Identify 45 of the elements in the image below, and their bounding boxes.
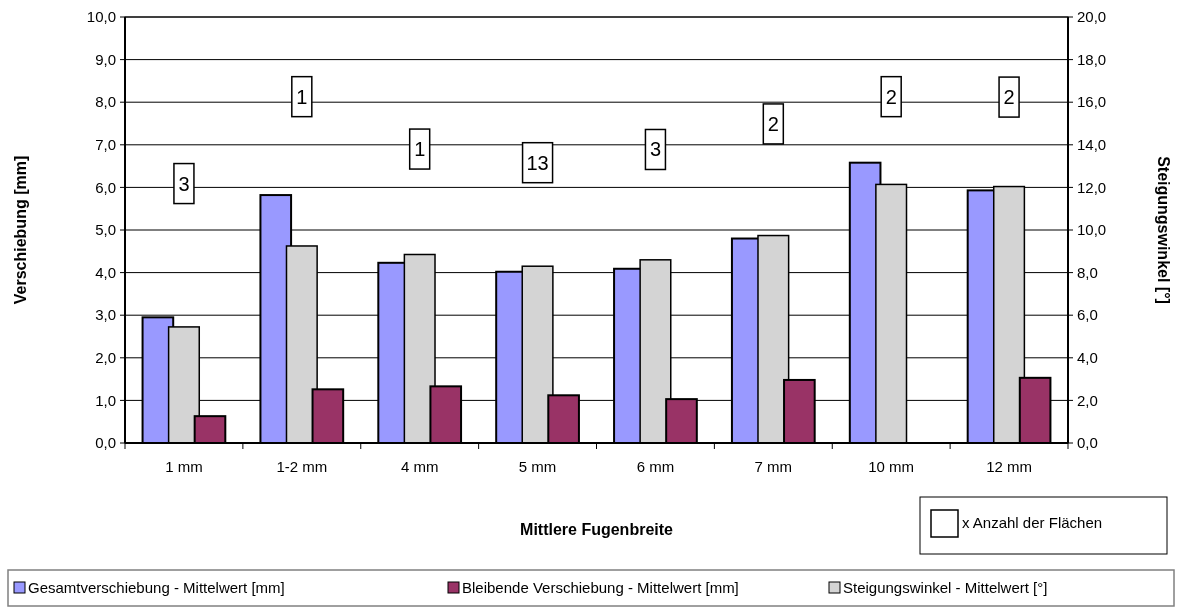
y2-tick-label: 2,0 <box>1077 391 1098 409</box>
y2-tick-label: 0,0 <box>1077 434 1098 452</box>
y-tick-label: 6,0 <box>95 178 116 196</box>
annotation: 3 <box>649 138 661 161</box>
x-axis-title: Mittlere Fugenbreite <box>520 521 674 538</box>
y-tick-label: 0,0 <box>95 434 116 452</box>
y2-tick-label: 20,0 <box>1077 8 1107 26</box>
y-tick-label: 3,0 <box>95 306 116 324</box>
y2-tick-label: 16,0 <box>1077 93 1107 111</box>
annotation: 2 <box>1003 86 1015 109</box>
y-tick-label: 10,0 <box>86 8 116 26</box>
x-tick-label: 5 mm <box>518 458 557 475</box>
annotation: 2 <box>885 85 897 108</box>
y2-tick-label: 6,0 <box>1077 306 1098 324</box>
y-tick-label: 9,0 <box>95 50 116 68</box>
y2-tick-label: 4,0 <box>1077 349 1098 367</box>
x-tick-label: 10 mm <box>868 458 915 475</box>
y2-tick-label: 12,0 <box>1077 178 1107 196</box>
text: x Anzahl der Flächen <box>962 514 1103 532</box>
legend-label: Gesamtverschiebung - Mittelwert [mm] <box>28 579 285 597</box>
y2-tick-label: 18,0 <box>1077 50 1107 68</box>
y-tick-label: 8,0 <box>95 93 116 111</box>
y-tick-label: 7,0 <box>95 136 116 154</box>
annotation: 2 <box>767 112 779 135</box>
x-tick-label: 6 mm <box>636 458 675 475</box>
y2-tick-label: 10,0 <box>1077 221 1107 239</box>
annotation: 1 <box>296 85 308 108</box>
legend-label: Steigungswinkel - Mittelwert [°] <box>843 579 1048 597</box>
y2-axis-title: Steigungswinkel [°] <box>1155 156 1172 304</box>
x-tick-label: 1-2 mm <box>276 458 328 475</box>
y-tick-label: 4,0 <box>95 263 116 281</box>
y2-tick-label: 14,0 <box>1077 136 1107 154</box>
annotation: 1 <box>414 138 426 161</box>
annotation: 13 <box>526 151 549 174</box>
x-tick-label: 7 mm <box>754 458 793 475</box>
legend-label: Bleibende Verschiebung - Mittelwert [mm] <box>462 579 739 597</box>
y-tick-label: 2,0 <box>95 349 116 367</box>
y-axis-title: Verschiebung [mm] <box>12 155 29 305</box>
x-tick-label: 1 mm <box>165 458 203 475</box>
y-tick-label: 5,0 <box>95 221 116 239</box>
x-tick-label: 4 mm <box>400 458 439 475</box>
y2-tick-label: 8,0 <box>1077 263 1098 281</box>
y-tick-label: 1,0 <box>95 391 116 409</box>
annotation: 3 <box>178 172 190 195</box>
x-tick-label: 12 mm <box>986 458 1032 475</box>
